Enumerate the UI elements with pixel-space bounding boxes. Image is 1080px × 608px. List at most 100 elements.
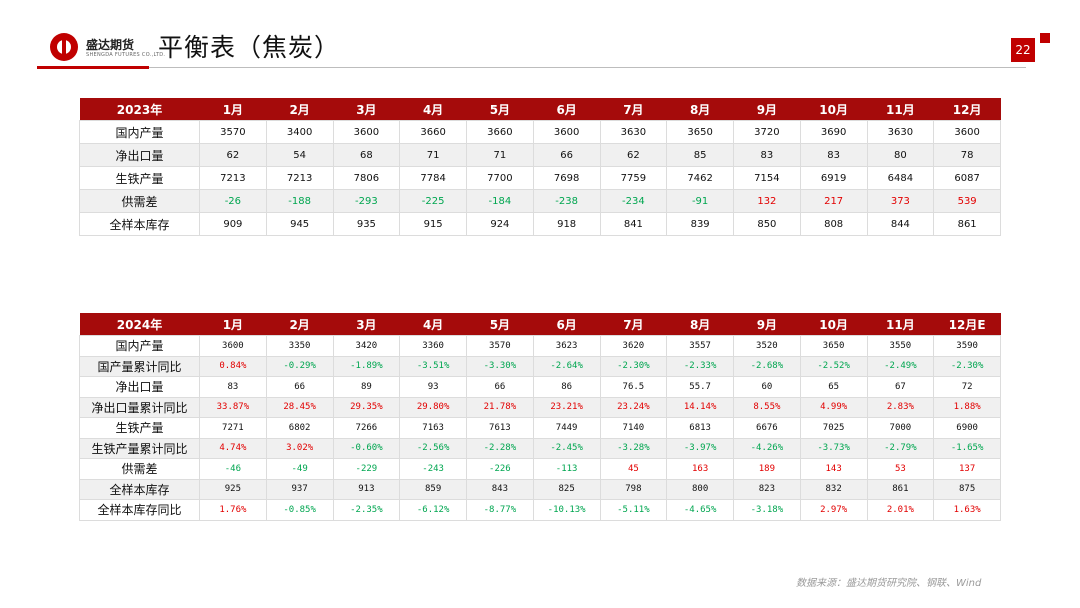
table-cell: 844 bbox=[866, 212, 935, 236]
header-year: 2024年 bbox=[79, 313, 200, 336]
table-cell: -3.18% bbox=[733, 499, 801, 521]
table-cell: 86 bbox=[532, 376, 601, 398]
row-label: 国产量累计同比 bbox=[79, 355, 200, 377]
table-row: 生铁产量累计同比 4.74% 3.02% -0.60% -2.56% -2.28% -2.4… bbox=[79, 437, 1001, 459]
table-cell: 823 bbox=[733, 478, 801, 500]
table-row: 供需差 -26 -188 -293 -225 -184 -238 -234 -91 132 217 3… bbox=[79, 189, 1001, 213]
table-cell: 6802 bbox=[265, 417, 334, 439]
table-cell: -188 bbox=[265, 189, 334, 213]
table-row: 生铁产量 7213 7213 7806 7784 7700 7698 7759 7462 7154… bbox=[79, 166, 1001, 190]
header-month: 4月 bbox=[399, 313, 467, 336]
table-cell: 66 bbox=[265, 376, 334, 398]
table-cell: 3600 bbox=[532, 120, 601, 144]
table-cell: 850 bbox=[733, 212, 801, 236]
table-row: 生铁产量 7271 6802 7266 7163 7613 7449 7140 6813 6676… bbox=[79, 417, 1001, 439]
table-row: 全样本库存同比 1.76% -0.85% -2.35% -6.12% -8.77% -10.… bbox=[79, 499, 1001, 521]
header-month: 9月 bbox=[733, 313, 801, 336]
table-cell: 62 bbox=[599, 143, 668, 167]
table-cell: 7806 bbox=[332, 166, 401, 190]
row-label: 净出口量 bbox=[79, 376, 200, 398]
table-cell: 8.55% bbox=[733, 396, 801, 418]
row-label: 净出口量 bbox=[79, 143, 200, 167]
balance-table-2023: 2023年 1月 2月 3月 4月 5月 6月 7月 8月 9月 10月 11月 12月 国内产量 357… bbox=[79, 98, 1001, 236]
table-cell: 3400 bbox=[265, 120, 334, 144]
table-cell: 23.21% bbox=[532, 396, 601, 418]
table-cell: -2.45% bbox=[532, 437, 601, 459]
table-cell: 373 bbox=[866, 189, 935, 213]
table-cell: 6484 bbox=[866, 166, 935, 190]
table-cell: 67 bbox=[866, 376, 935, 398]
balance-table-2024: 2024年 1月 2月 3月 4月 5月 6月 7月 8月 9月 10月 11月 12月E 国内产量 36… bbox=[79, 313, 1001, 521]
table-cell: 137 bbox=[933, 458, 1001, 480]
table-cell: 832 bbox=[799, 478, 868, 500]
table-cell: -1.89% bbox=[332, 355, 401, 377]
table-cell: 3623 bbox=[532, 335, 601, 357]
table-cell: -243 bbox=[399, 458, 467, 480]
company-logo-icon bbox=[50, 33, 78, 61]
table-row: 净出口量 62 54 68 71 71 66 62 85 83 83 80 78 bbox=[79, 143, 1001, 167]
table-cell: -4.65% bbox=[666, 499, 734, 521]
table-cell: 3720 bbox=[733, 120, 801, 144]
table-cell: 66 bbox=[532, 143, 601, 167]
table-cell: 7025 bbox=[799, 417, 868, 439]
table-cell: 3570 bbox=[199, 120, 267, 144]
header-divider bbox=[149, 67, 1026, 68]
row-label: 净出口量累计同比 bbox=[79, 396, 200, 418]
table-cell: 2.97% bbox=[799, 499, 868, 521]
header-month: 8月 bbox=[666, 313, 734, 336]
table-cell: -0.85% bbox=[265, 499, 334, 521]
header-year: 2023年 bbox=[79, 98, 200, 121]
header-month: 3月 bbox=[333, 313, 400, 336]
table-cell: 189 bbox=[733, 458, 801, 480]
table-cell: 65 bbox=[799, 376, 868, 398]
table-cell: -2.35% bbox=[332, 499, 401, 521]
table-cell: 798 bbox=[599, 478, 668, 500]
table-cell: 3520 bbox=[733, 335, 801, 357]
table-cell: 7163 bbox=[399, 417, 467, 439]
header-month: 12月 bbox=[933, 98, 1001, 121]
table-cell: 66 bbox=[466, 376, 534, 398]
table-cell: -2.28% bbox=[466, 437, 534, 459]
table-cell: 1.63% bbox=[933, 499, 1001, 521]
table-cell: 3570 bbox=[466, 335, 534, 357]
table-cell: 539 bbox=[933, 189, 1001, 213]
table-cell: 163 bbox=[666, 458, 734, 480]
table-cell: -46 bbox=[199, 458, 267, 480]
row-label: 全样本库存 bbox=[79, 478, 200, 500]
header-month: 2月 bbox=[266, 313, 333, 336]
table-cell: 21.78% bbox=[466, 396, 534, 418]
table-row: 净出口量累计同比 33.87% 28.45% 29.35% 29.80% 21.78% 23… bbox=[79, 396, 1001, 418]
header-month: 9月 bbox=[733, 98, 801, 121]
table-cell: 7759 bbox=[599, 166, 668, 190]
row-label: 全样本库存 bbox=[79, 212, 200, 236]
header-month: 7月 bbox=[600, 98, 667, 121]
table-cell: 83 bbox=[733, 143, 801, 167]
table-cell: -3.51% bbox=[399, 355, 467, 377]
table-cell: 6900 bbox=[933, 417, 1001, 439]
header-accent-line bbox=[37, 66, 149, 69]
header-month: 4月 bbox=[399, 98, 467, 121]
table-cell: 3590 bbox=[933, 335, 1001, 357]
table-cell: 7271 bbox=[199, 417, 267, 439]
table-cell: 925 bbox=[199, 478, 267, 500]
header-month: 1月 bbox=[199, 313, 267, 336]
table-cell: 915 bbox=[399, 212, 467, 236]
table-cell: 29.80% bbox=[399, 396, 467, 418]
table-cell: 0.84% bbox=[199, 355, 267, 377]
table-cell: 7213 bbox=[199, 166, 267, 190]
table-cell: 93 bbox=[399, 376, 467, 398]
data-source-note: 数据来源：盛达期货研究院、钢联、Wind bbox=[796, 578, 982, 589]
table-cell: 7140 bbox=[599, 417, 668, 439]
page-title: 平衡表（焦炭） bbox=[158, 33, 341, 62]
table-cell: 909 bbox=[199, 212, 267, 236]
table-cell: -2.30% bbox=[599, 355, 668, 377]
table-row: 国内产量 3570 3400 3600 3660 3660 3600 3630 3650 3720… bbox=[79, 120, 1001, 144]
table-cell: 83 bbox=[199, 376, 267, 398]
table-row: 国内产量 3600 3350 3420 3360 3570 3623 3620 3557 3520… bbox=[79, 335, 1001, 357]
table-cell: 918 bbox=[532, 212, 601, 236]
table-cell: 800 bbox=[666, 478, 734, 500]
table-cell: 3600 bbox=[933, 120, 1001, 144]
table-cell: 143 bbox=[799, 458, 868, 480]
table-cell: 3660 bbox=[466, 120, 534, 144]
table-cell: 6813 bbox=[666, 417, 734, 439]
